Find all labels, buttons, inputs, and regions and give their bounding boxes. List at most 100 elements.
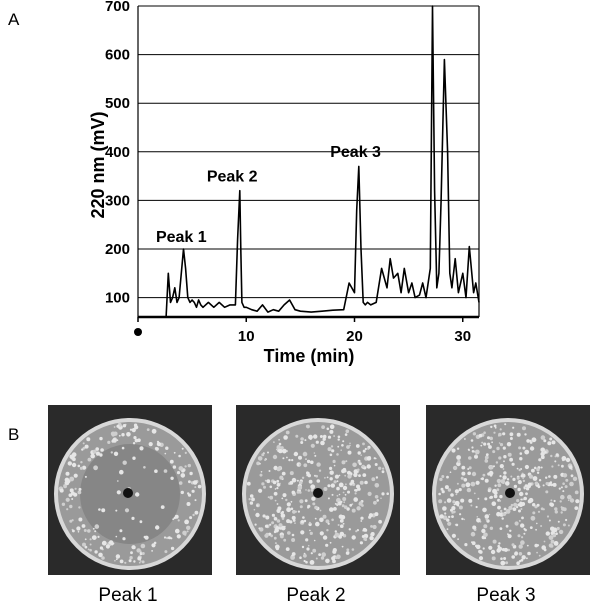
colony-speck bbox=[69, 476, 75, 482]
colony-speck bbox=[97, 535, 100, 538]
colony-speck bbox=[498, 432, 502, 437]
colony-speck bbox=[520, 498, 523, 501]
colony-speck bbox=[66, 508, 69, 511]
colony-speck bbox=[307, 489, 311, 492]
colony-speck bbox=[370, 532, 375, 536]
colony-speck bbox=[534, 481, 539, 486]
colony-speck bbox=[176, 534, 181, 539]
colony-speck bbox=[312, 502, 316, 506]
colony-speck bbox=[520, 474, 525, 478]
colony-speck bbox=[380, 497, 382, 499]
colony-speck bbox=[458, 505, 463, 510]
colony-speck bbox=[291, 552, 296, 556]
colony-speck bbox=[131, 428, 136, 433]
colony-speck bbox=[537, 485, 541, 489]
colony-speck bbox=[554, 507, 558, 511]
colony-speck bbox=[562, 482, 565, 485]
colony-speck bbox=[505, 561, 509, 565]
colony-speck bbox=[276, 519, 281, 523]
colony-speck bbox=[91, 535, 97, 540]
colony-speck bbox=[74, 487, 77, 490]
colony-speck bbox=[561, 464, 564, 468]
colony-speck bbox=[540, 447, 545, 453]
colony-speck bbox=[451, 448, 456, 453]
colony-speck bbox=[186, 525, 191, 530]
colony-speck bbox=[548, 475, 551, 478]
colony-speck bbox=[497, 505, 501, 510]
colony-speck bbox=[518, 509, 521, 513]
colony-speck bbox=[532, 476, 538, 481]
colony-speck bbox=[521, 536, 524, 539]
colony-speck bbox=[277, 506, 282, 511]
colony-speck bbox=[281, 448, 287, 454]
colony-speck bbox=[497, 483, 502, 488]
colony-speck bbox=[439, 477, 443, 482]
colony-speck bbox=[335, 556, 338, 559]
colony-speck bbox=[170, 546, 175, 551]
colony-speck bbox=[310, 460, 314, 465]
peak-label: Peak 1 bbox=[156, 229, 207, 246]
colony-speck bbox=[306, 424, 310, 429]
colony-speck bbox=[554, 510, 558, 514]
colony-speck bbox=[301, 545, 305, 549]
colony-speck bbox=[536, 467, 540, 472]
colony-speck bbox=[487, 436, 490, 440]
colony-speck bbox=[122, 537, 126, 541]
colony-speck bbox=[358, 462, 362, 466]
colony-speck bbox=[522, 477, 524, 480]
colony-speck bbox=[272, 480, 277, 485]
colony-speck bbox=[451, 533, 456, 538]
colony-speck bbox=[471, 446, 474, 449]
colony-speck bbox=[468, 456, 472, 460]
colony-speck bbox=[131, 516, 135, 520]
colony-speck bbox=[283, 538, 287, 542]
colony-speck bbox=[334, 532, 340, 538]
colony-speck bbox=[298, 480, 303, 485]
colony-speck bbox=[329, 453, 333, 457]
colony-speck bbox=[259, 473, 263, 477]
colony-speck bbox=[65, 471, 70, 476]
colony-speck bbox=[92, 449, 97, 454]
colony-speck bbox=[319, 517, 324, 523]
colony-speck bbox=[441, 475, 445, 478]
colony-speck bbox=[299, 491, 302, 494]
colony-speck bbox=[447, 521, 452, 526]
colony-speck bbox=[522, 446, 526, 450]
colony-speck bbox=[491, 556, 496, 561]
colony-speck bbox=[564, 485, 568, 489]
colony-speck bbox=[369, 535, 374, 541]
colony-speck bbox=[503, 507, 507, 511]
colony-speck bbox=[339, 519, 344, 523]
colony-speck bbox=[345, 460, 348, 463]
colony-speck bbox=[69, 488, 74, 493]
colony-speck bbox=[79, 466, 83, 470]
colony-speck bbox=[361, 464, 365, 468]
colony-speck bbox=[329, 470, 334, 475]
colony-speck bbox=[178, 466, 184, 471]
colony-speck bbox=[269, 485, 273, 489]
colony-speck bbox=[455, 523, 459, 527]
colony-speck bbox=[321, 552, 326, 557]
colony-speck bbox=[278, 442, 282, 446]
colony-speck bbox=[294, 510, 297, 513]
colony-speck bbox=[164, 452, 167, 455]
colony-speck bbox=[278, 439, 280, 441]
colony-speck bbox=[467, 471, 471, 476]
colony-speck bbox=[452, 500, 456, 504]
colony-speck bbox=[98, 508, 101, 511]
colony-speck bbox=[341, 444, 344, 447]
colony-speck bbox=[518, 468, 521, 472]
colony-speck bbox=[336, 497, 341, 503]
colony-speck bbox=[349, 442, 351, 445]
colony-speck bbox=[299, 556, 302, 559]
colony-speck bbox=[296, 490, 300, 494]
colony-speck bbox=[303, 519, 307, 523]
colony-speck bbox=[493, 424, 497, 428]
colony-speck bbox=[527, 551, 531, 556]
chromatogram-trace bbox=[138, 5, 480, 318]
colony-speck bbox=[265, 532, 269, 537]
origin-marker bbox=[134, 328, 142, 336]
colony-speck bbox=[327, 435, 332, 439]
colony-speck bbox=[135, 492, 140, 497]
colony-speck bbox=[92, 527, 95, 530]
